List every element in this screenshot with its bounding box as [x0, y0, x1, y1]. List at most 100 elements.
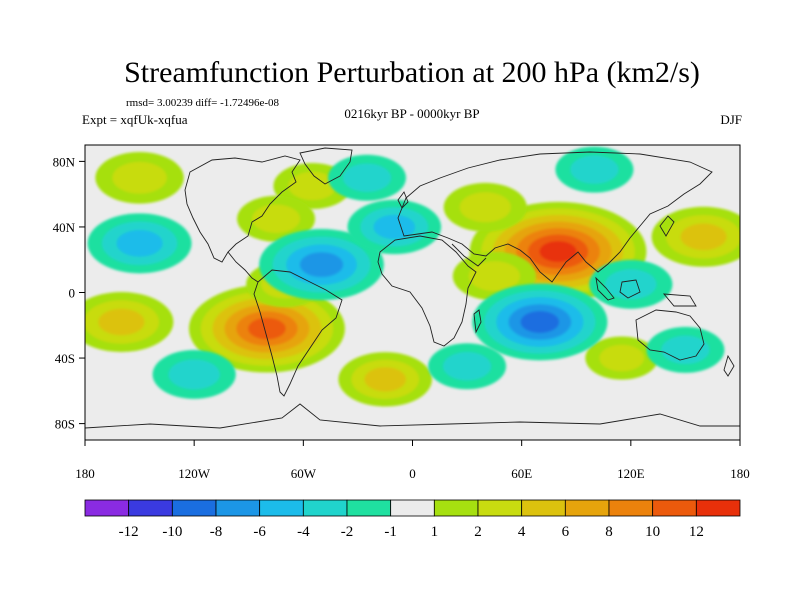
colorbar-bin-3	[215, 499, 261, 517]
colorbar-label-12: 10	[645, 524, 660, 540]
colorbar-label-11: 8	[605, 524, 613, 540]
coast-borneo	[619, 279, 641, 299]
y-tick-label-1: 40N	[53, 220, 76, 235]
coast-british-isles	[397, 191, 409, 209]
anomaly-12-contour-3	[299, 252, 344, 278]
anomaly-5-contour-2	[364, 367, 407, 392]
anomaly-1-contour-5	[248, 317, 286, 340]
colorbar-label-13: 12	[689, 524, 704, 540]
anomaly-15-contour-2	[373, 214, 416, 240]
anomaly-8	[237, 195, 316, 242]
anomaly-16-contour-1	[605, 269, 657, 300]
map-panel	[84, 144, 741, 441]
anomaly-1	[188, 284, 345, 373]
anomaly-21	[646, 326, 725, 373]
anomaly-6-contour-1	[459, 192, 511, 223]
coast-africa	[377, 235, 477, 347]
anomaly-4-contour-1	[112, 161, 167, 194]
colorbar-bin-2	[171, 499, 217, 517]
colorbar-label-7: 1	[431, 524, 439, 540]
anomaly-13-contour-4	[520, 311, 560, 333]
anomaly-17	[152, 350, 236, 399]
colorbar-bin-13	[652, 499, 697, 517]
x-tick-label-6: 180	[730, 466, 750, 481]
colorbar-label-4: -4	[297, 524, 310, 540]
x-tick-label-4: 60E	[511, 466, 532, 481]
anomaly-19-contour-1	[343, 163, 392, 192]
anomaly-14	[87, 213, 192, 274]
anomaly-8-contour-1	[252, 204, 301, 233]
anomaly-0-contour-6	[539, 241, 577, 262]
colorbar-label-1: -10	[162, 524, 182, 540]
anomaly-18	[428, 343, 507, 390]
colorbar-label-10: 6	[562, 524, 570, 540]
anomaly-11-contour-2	[98, 308, 145, 336]
y-axis: 80N 40N 0 40S 80S	[53, 154, 85, 432]
colorbar-bin-5	[302, 499, 348, 517]
coast-north-america	[184, 155, 301, 263]
anomaly-20-contour-1	[570, 155, 619, 184]
coast-south-america	[253, 269, 343, 397]
coast-antarctica	[85, 403, 740, 429]
season-label: DJF	[720, 112, 742, 127]
coast-eurasia	[397, 151, 713, 283]
coast-japan	[659, 215, 675, 237]
x-axis: 180 120W 60W 0 60E 120E 180	[75, 440, 750, 481]
anomaly-16	[589, 259, 673, 309]
colorbar-bin-0	[84, 499, 130, 517]
coast-australia	[635, 309, 705, 361]
colorbar-label-8: 2	[474, 524, 482, 540]
colorbar-bin-1	[128, 499, 173, 517]
anomaly-4	[95, 151, 184, 204]
colorbar-label-9: 4	[518, 524, 526, 540]
coast-new-zealand	[723, 354, 735, 377]
anomaly-2-contour-2	[680, 223, 727, 251]
anomaly-3-contour-1	[468, 261, 520, 292]
colorbar-label-0: -12	[119, 524, 139, 540]
colorbar-label-2: -8	[210, 524, 223, 540]
colorbar-bin-4	[259, 499, 304, 517]
colorbar-bin-10	[521, 499, 566, 517]
colorbar-label-3: -6	[253, 524, 266, 540]
coast-arabia	[451, 243, 487, 267]
x-tick-label-2: 60W	[291, 466, 317, 481]
anomaly-20	[555, 146, 634, 193]
anomaly-10-contour-1	[599, 344, 645, 372]
coast-central-america	[227, 251, 259, 283]
anomaly-21-contour-1	[661, 335, 710, 365]
coast-greenland	[299, 147, 353, 185]
coast-new-guinea	[662, 293, 697, 307]
chart-title: Streamfunction Perturbation at 200 hPa (…	[124, 56, 700, 89]
anomaly-15	[347, 199, 442, 255]
colorbar-bin-8	[433, 499, 479, 517]
anomaly-12	[259, 229, 384, 301]
y-tick-label-3: 40S	[55, 351, 75, 366]
anomaly-10	[585, 336, 659, 380]
anomaly-19	[328, 154, 407, 201]
anomaly-field	[85, 146, 740, 407]
colorbar-bin-6	[346, 499, 392, 517]
y-tick-label-0: 80N	[53, 154, 76, 169]
period-label: 0216kyr BP - 0000kyr BP	[344, 106, 479, 121]
coast-sumatra	[595, 276, 615, 301]
y-tick-label-2: 0	[69, 286, 76, 301]
colorbar-bin-11	[564, 499, 610, 517]
expt-label: Expt = xqfUk-xqfua	[82, 112, 188, 127]
colorbar-bin-7	[390, 499, 435, 517]
anomaly-13	[472, 283, 608, 361]
x-tick-label-1: 120W	[178, 466, 211, 481]
colorbar-label-5: -2	[341, 524, 354, 540]
anomaly-18-contour-1	[443, 352, 492, 381]
y-tick-label-4: 80S	[55, 417, 75, 432]
x-tick-label-0: 180	[75, 466, 95, 481]
anomaly-11	[85, 292, 174, 352]
anomaly-6	[443, 182, 527, 232]
colorbar-label-6: -1	[384, 524, 397, 540]
colorbar-bin-12	[608, 499, 654, 517]
colorbar-bin-9	[477, 499, 523, 517]
x-tick-label-5: 120E	[617, 466, 645, 481]
anomaly-7-contour-1	[288, 171, 337, 201]
colorbar: -12 -10 -8 -6 -4 -2 -1 1 2 4 6 8 10 12	[84, 499, 741, 540]
anomaly-17-contour-1	[168, 359, 220, 390]
